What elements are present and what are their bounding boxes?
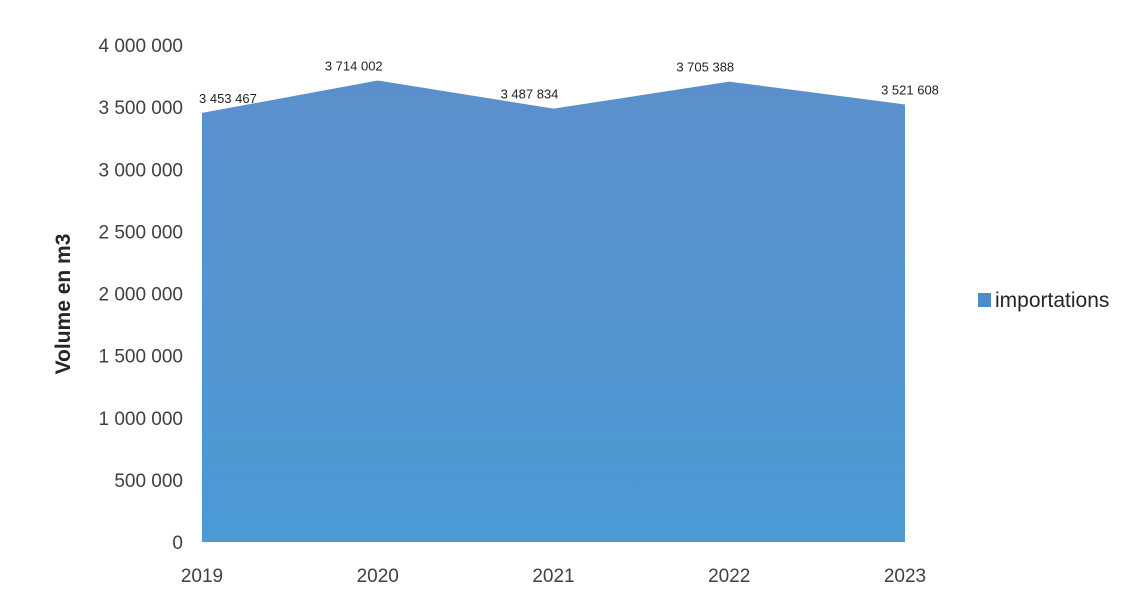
y-tick-label: 2 000 000 [98, 285, 183, 306]
y-tick-label: 4 000 000 [98, 36, 183, 57]
data-label: 3 453 467 [199, 91, 257, 106]
y-tick-label: 500 000 [114, 471, 183, 492]
x-tick-label: 2019 [181, 566, 223, 587]
data-label: 3 521 608 [881, 82, 939, 97]
legend-swatch-importations [978, 293, 991, 307]
y-tick-label: 1 500 000 [98, 347, 183, 368]
data-labels: 3 453 467 3 714 002 3 487 834 3 705 388 3 52… [199, 59, 939, 106]
x-tick-label: 2022 [708, 566, 750, 587]
data-label: 3 705 388 [676, 60, 734, 75]
legend-label-importations: importations [995, 289, 1109, 312]
series-area-importations [202, 80, 905, 542]
y-tick-label: 3 500 000 [98, 98, 183, 119]
y-axis-tick-labels: 0 500 000 1 000 000 1 500 000 2 000 000 2 500… [98, 36, 183, 554]
y-tick-label: 3 000 000 [98, 160, 183, 181]
y-tick-label: 1 000 000 [98, 409, 183, 430]
data-label: 3 714 002 [325, 59, 383, 74]
x-tick-label: 2020 [357, 566, 399, 587]
x-tick-label: 2023 [884, 566, 926, 587]
data-label: 3 487 834 [501, 87, 559, 102]
y-tick-label: 0 [172, 533, 183, 554]
x-tick-label: 2021 [532, 566, 574, 587]
x-axis-tick-labels: 2019 2020 2021 2022 2023 [181, 566, 926, 587]
y-axis-title: Volume en m3 [52, 234, 75, 375]
legend: importations [978, 289, 1109, 312]
y-tick-label: 2 500 000 [98, 222, 183, 243]
